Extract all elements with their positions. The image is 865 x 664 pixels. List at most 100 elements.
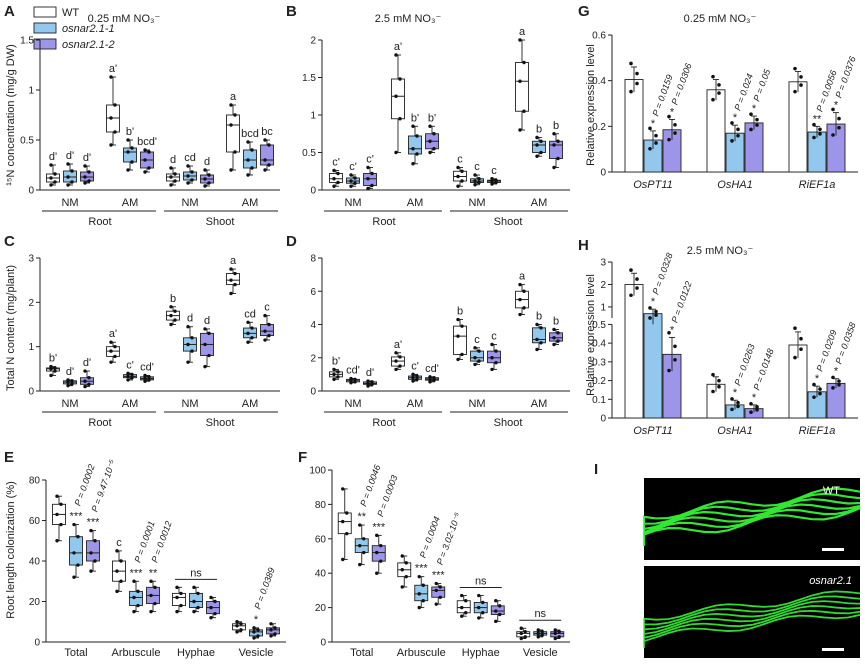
- data-point: [250, 166, 254, 170]
- y-tick-label-F: 20: [315, 603, 327, 614]
- box-m2: [431, 586, 446, 598]
- data-point: [539, 326, 543, 330]
- data-point: [398, 117, 402, 121]
- y-tick-label-D: 2: [310, 353, 316, 364]
- data-point: [536, 635, 540, 639]
- data-point: [332, 372, 336, 377]
- root-label: Root: [372, 417, 395, 429]
- sig-label: b: [170, 293, 176, 305]
- sig-label: a: [519, 271, 526, 283]
- legend-swatch-m2: [33, 38, 57, 50]
- data-point: [190, 170, 194, 174]
- data-point: [267, 333, 271, 338]
- data-point: [793, 66, 797, 71]
- x-category-label: Total: [64, 647, 87, 659]
- box-m1: [408, 135, 422, 155]
- data-point: [667, 137, 671, 142]
- p-value-label: P = 0.0122: [669, 280, 693, 324]
- data-point: [490, 356, 494, 360]
- sig-label: cd': [140, 361, 154, 373]
- root-label: Root: [88, 216, 111, 228]
- x-category-label: RiEF1a: [799, 179, 836, 191]
- sig-label: b': [411, 112, 419, 124]
- data-point: [370, 382, 374, 387]
- data-point: [629, 293, 633, 298]
- x-group-label: NM: [181, 398, 198, 410]
- data-point: [83, 384, 87, 389]
- data-point: [196, 591, 200, 596]
- data-point: [239, 628, 243, 632]
- data-point: [473, 179, 477, 183]
- y-tick-label-F: 60: [315, 534, 327, 545]
- data-point: [130, 146, 134, 150]
- data-point: [186, 181, 190, 185]
- data-point: [353, 380, 357, 384]
- box-wt: [329, 173, 343, 183]
- x-group-label: AM: [407, 197, 424, 209]
- y-tick-label-B: 1.5: [302, 73, 316, 84]
- y-axis-label-G: Relative expression level: [585, 44, 597, 166]
- data-point: [235, 630, 239, 634]
- data-point: [353, 176, 357, 180]
- data-point: [336, 171, 340, 176]
- data-point: [332, 177, 336, 181]
- data-point: [749, 112, 753, 116]
- panel-title-G: 0.25 mM NO₃⁻: [684, 13, 757, 25]
- data-point: [70, 382, 74, 386]
- y-tick-label-D: 8: [310, 254, 316, 265]
- data-point: [477, 616, 481, 620]
- y-tick-label-D: 4: [310, 320, 316, 331]
- data-point: [717, 91, 721, 95]
- x-group-label: NM: [344, 197, 361, 209]
- data-point: [179, 603, 183, 608]
- x-category-label: Arbuscule: [397, 647, 446, 659]
- data-point: [169, 166, 173, 170]
- data-point: [490, 182, 494, 186]
- data-point: [552, 342, 556, 347]
- data-point: [229, 123, 233, 127]
- data-point: [115, 569, 119, 573]
- data-point: [799, 83, 803, 87]
- sig-label: b: [536, 311, 542, 323]
- data-point: [250, 336, 254, 340]
- data-point: [246, 320, 250, 324]
- data-point: [70, 169, 74, 173]
- data-point: [535, 347, 539, 352]
- data-point: [349, 376, 353, 381]
- data-point: [518, 128, 522, 132]
- data-point: [186, 360, 190, 364]
- x-group-label: AM: [122, 197, 139, 209]
- data-point: [400, 554, 404, 558]
- data-point: [267, 163, 271, 167]
- data-point: [755, 405, 759, 409]
- data-point: [428, 380, 432, 384]
- data-point: [428, 150, 432, 155]
- data-point: [126, 138, 130, 142]
- data-point: [136, 603, 140, 608]
- ns-label: ns: [534, 608, 546, 620]
- panel-letter-A: A: [4, 3, 15, 20]
- x-group-label: NM: [468, 398, 485, 410]
- data-point: [89, 528, 93, 533]
- data-point: [362, 550, 366, 555]
- data-point: [55, 494, 59, 498]
- data-point: [213, 599, 217, 604]
- data-point: [711, 97, 715, 102]
- data-point: [673, 344, 677, 349]
- p-value-label: P = 0.0376: [833, 55, 857, 99]
- y-axis-label-A: ¹⁵N concentration (mg/g DW): [5, 44, 17, 186]
- box-m1: [249, 629, 263, 637]
- data-point: [196, 605, 200, 610]
- data-point: [411, 379, 415, 383]
- sig-label: *: [733, 387, 738, 399]
- data-point: [83, 379, 87, 383]
- data-point: [552, 336, 556, 340]
- sig-label: d: [187, 313, 193, 325]
- data-point: [434, 588, 438, 593]
- data-point: [477, 349, 481, 353]
- data-point: [229, 168, 233, 172]
- data-point: [556, 331, 560, 335]
- data-point: [404, 574, 408, 579]
- x-group-label: AM: [242, 398, 259, 410]
- data-point: [173, 309, 177, 313]
